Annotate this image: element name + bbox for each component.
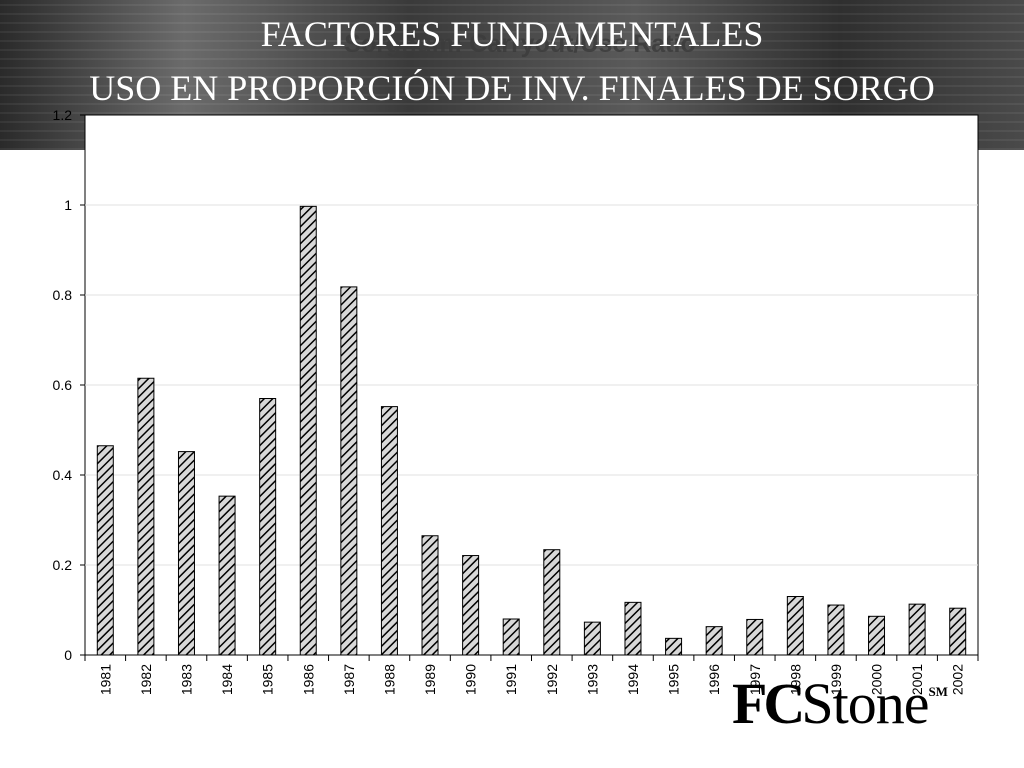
logo-stone: Stone: [801, 671, 929, 736]
bar-1990: [462, 555, 480, 656]
bar-1986: [299, 205, 317, 656]
x-tick-label: 1988: [381, 664, 397, 695]
y-tick-label: 0.2: [53, 557, 73, 573]
logo-service-mark: SM: [928, 684, 948, 699]
bar-1994: [624, 601, 642, 656]
x-tick-label: 1996: [706, 664, 722, 695]
y-tick-label: 0: [64, 647, 72, 663]
fcstone-logo: FCStoneSM: [732, 670, 948, 736]
x-tick-label: 1993: [584, 664, 600, 695]
x-tick-label: 1997: [747, 664, 763, 695]
y-axis: 0 0.2 0.4 0.6 0.8 1 1.2: [53, 107, 85, 663]
x-tick-label: 1982: [138, 664, 154, 695]
bar-1999: [827, 604, 845, 656]
x-tick-label: 2002: [950, 664, 966, 695]
x-axis: 1981 1982 1983 1984 1985 1986 1987 1988 1989 1990…: [84, 655, 979, 695]
bar-1984: [218, 495, 236, 656]
bar-1983: [177, 451, 195, 656]
bar-1992: [543, 549, 561, 656]
bars: [96, 205, 967, 656]
bar-2001: [908, 603, 926, 656]
y-tick-label: 0.8: [53, 287, 73, 303]
bar-1996: [705, 626, 723, 656]
bar-2002: [949, 607, 967, 656]
x-tick-label: 1994: [625, 664, 641, 695]
logo-fc: FC: [732, 671, 805, 736]
bar-1981: [96, 445, 114, 656]
bar-2000: [868, 615, 886, 656]
x-tick-label: 1985: [260, 664, 276, 695]
x-tick-label: 1981: [97, 664, 113, 695]
x-tick-label: 1989: [422, 664, 438, 695]
bar-1997: [746, 618, 764, 656]
y-tick-label: 0.6: [53, 377, 73, 393]
x-tick-label: 1984: [219, 664, 235, 695]
x-tick-label: 1992: [544, 664, 560, 695]
bar-1988: [380, 406, 398, 656]
bar-1982: [137, 377, 155, 656]
x-tick-label: 1995: [666, 664, 682, 695]
x-tick-label: 1986: [300, 664, 316, 695]
y-tick-label: 1.2: [53, 107, 73, 123]
x-tick-label: 1991: [503, 664, 519, 695]
x-tick-label: 1990: [463, 664, 479, 695]
bar-1993: [583, 621, 601, 656]
slide-title: FACTORES FUNDAMENTALES: [260, 14, 764, 54]
bar-1987: [340, 286, 358, 656]
bar-1985: [259, 398, 277, 656]
x-tick-label: 1999: [828, 664, 844, 695]
y-tick-label: 1: [64, 197, 72, 213]
x-tick-label: 1987: [341, 664, 357, 695]
background-chart-title: Sorghum: Carryout/Use Ratio: [344, 30, 696, 58]
bar-1991: [502, 618, 520, 656]
slide-subtitle: USO EN PROPORCIÓN DE INV. FINALES DE SOR…: [89, 68, 935, 108]
y-tick-label: 0.4: [53, 467, 73, 483]
bar-1989: [421, 535, 439, 656]
bar-1998: [786, 596, 804, 656]
bar-1995: [665, 637, 683, 656]
x-tick-label: 1983: [178, 664, 194, 695]
x-tick-label: 2001: [909, 664, 925, 695]
x-tick-label: 1998: [787, 664, 803, 695]
x-tick-label: 2000: [869, 664, 885, 695]
